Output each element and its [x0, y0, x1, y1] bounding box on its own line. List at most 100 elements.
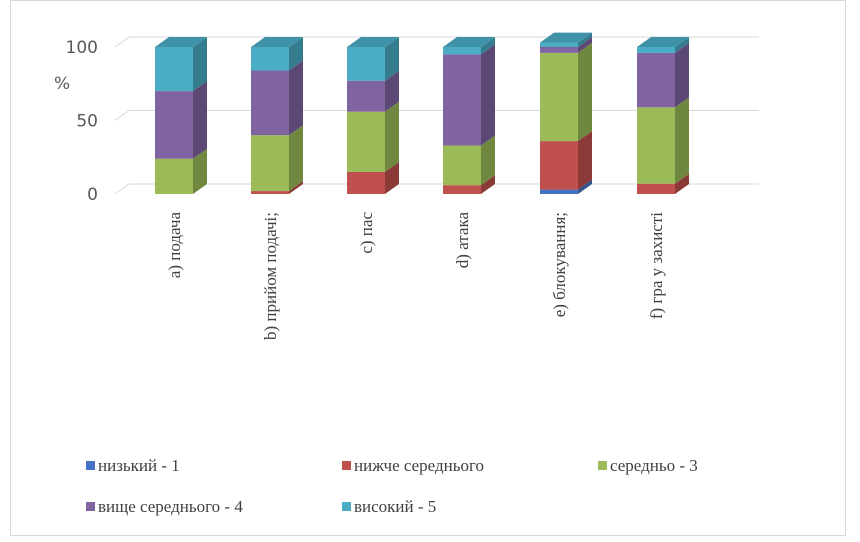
y-axis-label: %: [54, 74, 70, 94]
bar-top: [251, 37, 303, 47]
bar-segment: [540, 131, 592, 190]
bar-segment: [155, 148, 207, 194]
category-labels: a) подача b) прийом подачі; c) пас d) атака…: [165, 212, 666, 340]
bar-top: [637, 37, 689, 47]
bar-front: [443, 54, 481, 146]
bar-segment: [251, 125, 303, 192]
legend: низький - 1 нижче середнього середньо - 3 в…: [86, 456, 698, 516]
bar-segment: [347, 70, 399, 112]
bar-front: [347, 80, 385, 112]
legend-item: нижче середнього: [342, 456, 484, 475]
y-axis-ticks: 0 50 100: [66, 38, 98, 205]
bar-front: [637, 47, 675, 53]
bar-front: [347, 171, 385, 194]
category-label: f) гра у захисті: [647, 212, 666, 319]
bar-segment: [251, 181, 303, 194]
legend-label: низький - 1: [98, 456, 180, 475]
bar-front: [637, 183, 675, 194]
bar-side: [578, 32, 592, 47]
bar-side: [385, 70, 399, 112]
bar-side: [675, 173, 689, 194]
bar-segment: [347, 37, 399, 81]
bar-segment: [540, 179, 592, 194]
category-label: b) прийом подачі;: [261, 212, 280, 340]
bar-front: [443, 185, 481, 194]
bar-front: [540, 47, 578, 53]
legend-swatch: [598, 461, 607, 470]
bar-front: [251, 47, 289, 71]
bar-side: [578, 42, 592, 142]
bar-side: [289, 60, 303, 136]
legend-item: високий - 5: [342, 497, 436, 516]
bar-front: [155, 91, 193, 159]
bar-segment: [251, 37, 303, 71]
legend-item: низький - 1: [86, 456, 180, 475]
bar-front: [251, 135, 289, 192]
bar-segment: [155, 37, 207, 92]
category-label: a) подача: [165, 212, 184, 279]
bar-front: [443, 145, 481, 186]
y-tick-label: 0: [87, 185, 98, 205]
bar-side: [481, 135, 495, 186]
bar-front: [637, 107, 675, 184]
bar-segment: [155, 81, 207, 159]
legend-label: нижче середнього: [354, 456, 484, 475]
bar-segment: [347, 101, 399, 172]
bar-segment: [443, 37, 495, 55]
bar-segment: [443, 175, 495, 194]
bar-segment: [540, 42, 592, 142]
bar-side: [578, 131, 592, 190]
legend-swatch: [86, 461, 95, 470]
legend-label: високий - 5: [354, 497, 436, 516]
bar-side: [193, 148, 207, 194]
bar-segment: [637, 97, 689, 184]
bar-front: [251, 191, 289, 194]
bar-front: [347, 111, 385, 172]
chart-frame: [10, 0, 846, 536]
y-tick-label: 50: [76, 112, 98, 132]
bar-side: [193, 81, 207, 159]
bar-top: [443, 37, 495, 47]
gridline-connector: [114, 36, 130, 48]
bar-top: [155, 37, 207, 47]
bar-side: [481, 37, 495, 55]
bars: [155, 32, 689, 194]
bar-front: [443, 47, 481, 55]
legend-swatch: [86, 502, 95, 511]
category-label: c) пас: [357, 212, 376, 254]
bar-top: [540, 32, 592, 43]
bar-side: [481, 175, 495, 194]
bar-side: [675, 42, 689, 108]
legend-label: вище середнього - 4: [98, 497, 243, 516]
bar-side: [193, 37, 207, 92]
bar-segment: [637, 42, 689, 108]
bar-segment: [540, 37, 592, 53]
bar-front: [155, 47, 193, 92]
bar-front: [347, 47, 385, 81]
bar-side: [385, 101, 399, 172]
legend-swatch: [342, 502, 351, 511]
gridline-connector: [114, 183, 130, 195]
bar-side: [675, 37, 689, 53]
bar-top: [347, 37, 399, 47]
bar-front: [540, 189, 578, 194]
legend-item: середньо - 3: [598, 456, 698, 475]
y-tick-label: 100: [66, 38, 98, 58]
legend-label: середньо - 3: [610, 456, 698, 475]
bar-side: [289, 181, 303, 194]
bar-front: [637, 52, 675, 108]
bar-side: [578, 37, 592, 53]
category-label: e) блокування;: [550, 212, 569, 317]
bar-side: [675, 97, 689, 184]
bar-front: [155, 158, 193, 194]
bar-front: [540, 42, 578, 47]
category-label: d) атака: [453, 212, 472, 269]
bar-side: [578, 179, 592, 194]
bar-segment: [637, 37, 689, 53]
bar-segment: [443, 135, 495, 186]
bar-side: [289, 125, 303, 192]
bar-front: [540, 141, 578, 190]
gridline-connector: [114, 110, 130, 121]
legend-swatch: [342, 461, 351, 470]
